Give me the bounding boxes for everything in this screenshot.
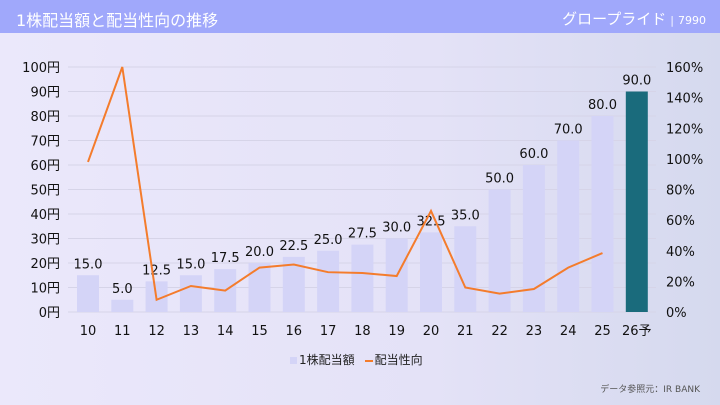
bar-value-label: 12.5 [142,263,171,278]
bar-swatch-icon [290,357,297,364]
x-tick-label: 23 [526,324,543,339]
right-tick-label: 80% [666,184,695,199]
bar-value-label: 50.0 [485,172,514,187]
legend-label: 配当性向 [374,353,423,367]
x-tick-label: 13 [183,324,200,339]
legend-label: 1株配当額 [299,353,355,367]
left-tick-label: 70円 [30,135,60,150]
x-tick-label: 19 [388,324,405,339]
right-tick-label: 20% [666,275,695,290]
bar-value-label: 32.5 [417,214,446,229]
x-tick-label: 11 [114,324,131,339]
bar [557,140,580,312]
company-info: グロープライド | 7990 [562,8,706,29]
left-tick-label: 10円 [30,282,60,297]
x-tick-label: 20 [423,324,440,339]
x-tick-label: 22 [491,324,508,339]
bar-value-label: 22.5 [279,239,308,254]
right-tick-label: 160% [666,61,703,76]
x-tick-label: 26予 [622,324,652,339]
bar-value-label: 20.0 [245,245,274,260]
bar [488,189,511,312]
payout-ratio-line [87,66,603,302]
x-tick-label: 15 [251,324,268,339]
bar [179,275,202,312]
bar [282,256,305,312]
stock-code: 7990 [678,14,706,27]
left-tick-label: 0円 [39,306,60,321]
left-tick-label: 90円 [30,86,60,101]
bar-value-label: 5.0 [112,282,133,297]
x-tick-label: 17 [320,324,337,339]
legend-item-dividend: 1株配当額 [290,351,355,368]
x-tick-label: 24 [560,324,577,339]
right-tick-label: 100% [666,153,703,168]
bar-value-label: 17.5 [211,251,240,266]
bar-value-label: 30.0 [382,221,411,236]
left-tick-label: 40円 [30,208,60,223]
bar-value-label: 70.0 [554,123,583,138]
separator: | [670,14,674,27]
x-tick-label: 12 [148,324,165,339]
company-name: グロープライド [562,10,667,28]
left-tick-label: 50円 [30,184,60,199]
bar-value-label: 25.0 [314,233,343,248]
chart-title: 1株配当額と配当性向の推移 [16,11,219,30]
x-tick-label: 16 [286,324,303,339]
x-tick-label: 10 [80,324,97,339]
left-tick-label: 100円 [22,61,60,76]
left-tick-label: 80円 [30,110,60,125]
legend: 1株配当額 配当性向 [290,351,423,368]
bar [248,263,271,312]
bar [111,299,134,312]
bar-value-label: 60.0 [519,147,548,162]
bar [351,244,374,312]
left-tick-label: 60円 [30,159,60,174]
bar-value-label: 15.0 [74,257,103,272]
bar-value-label: 90.0 [622,74,651,89]
bar [625,91,648,312]
right-tick-label: 140% [666,92,703,107]
header: 1株配当額と配当性向の推移 グロープライド | 7990 [0,0,720,33]
x-tick-label: 21 [457,324,474,339]
bar [420,232,442,312]
x-tick-label: 14 [217,324,234,339]
right-tick-label: 0% [666,306,687,321]
right-tick-label: 120% [666,122,703,137]
left-tick-label: 30円 [30,233,60,248]
bar [454,226,477,312]
legend-item-payout: 配当性向 [364,351,423,368]
bar [317,250,340,312]
right-tick-label: 40% [666,245,695,260]
bar [522,165,545,312]
x-tick-label: 25 [594,324,611,339]
left-tick-label: 20円 [30,257,60,272]
bar-value-label: 35.0 [451,208,480,223]
bar [591,116,614,312]
source-note: データ参照元：IR BANK [600,385,700,395]
line-swatch-icon [364,359,373,362]
right-tick-label: 60% [666,214,695,229]
bar-value-label: 80.0 [588,98,617,113]
x-tick-label: 18 [354,324,371,339]
bar-value-label: 27.5 [348,227,377,242]
bar-value-label: 15.0 [176,257,205,272]
bar [77,275,99,312]
